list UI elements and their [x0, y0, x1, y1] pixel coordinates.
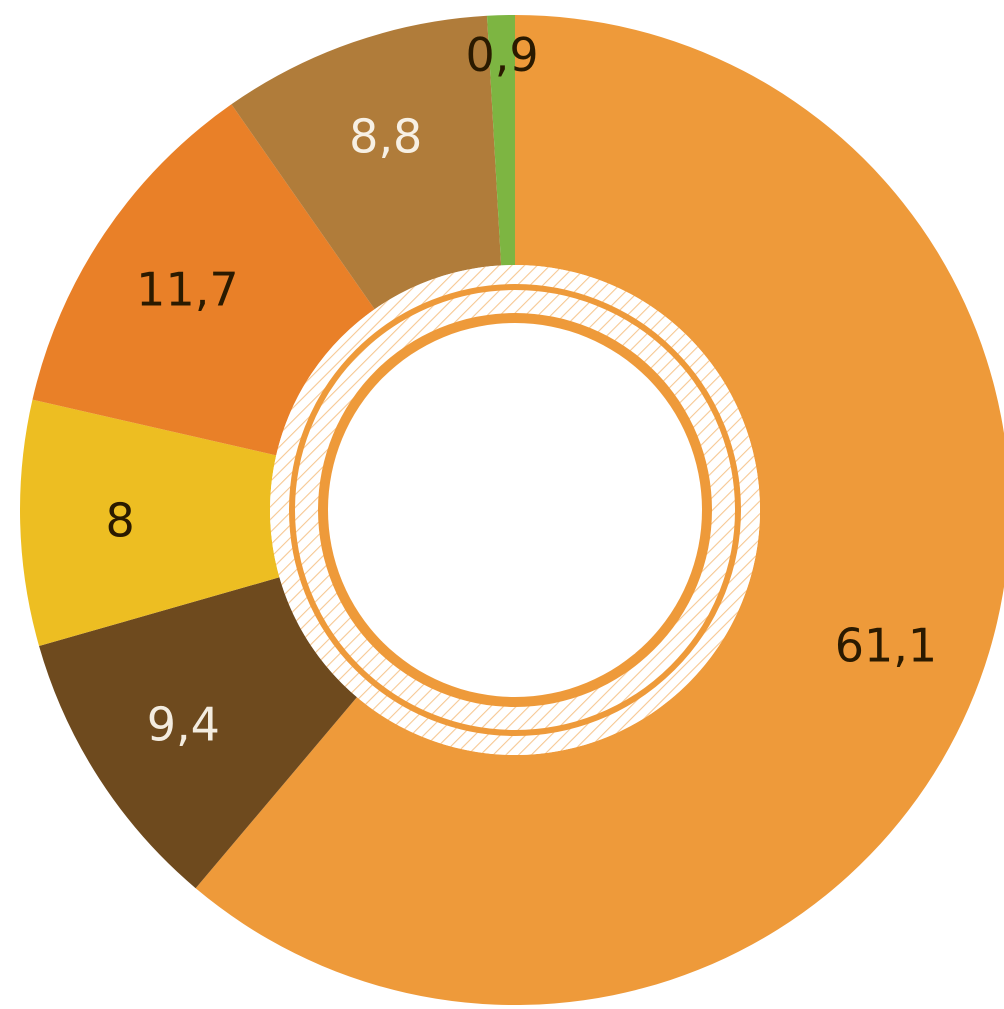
inner-ring-layer: [270, 265, 760, 755]
slice-11-7: [32, 104, 375, 456]
slice-8-8: [231, 15, 502, 310]
slice-9-4: [39, 577, 357, 889]
donut-center: [328, 323, 702, 697]
labels-layer: 61,1 9,4 8 11,7 8,8 0,9: [106, 28, 938, 751]
slice-0-9: [486, 15, 515, 266]
slice-label-11-7: 11,7: [136, 262, 238, 316]
slice-label-8: 8: [106, 494, 135, 548]
slice-label-61-1: 61,1: [835, 619, 937, 673]
slice-label-9-4: 9,4: [147, 697, 220, 751]
slice-8: [20, 399, 280, 646]
slice-label-8-8: 8,8: [349, 110, 422, 164]
slice-61-1: [195, 15, 1004, 1005]
inner-ring-line: [289, 284, 741, 736]
slice-label-0-9: 0,9: [466, 28, 539, 82]
slices-layer: [20, 15, 1004, 1005]
